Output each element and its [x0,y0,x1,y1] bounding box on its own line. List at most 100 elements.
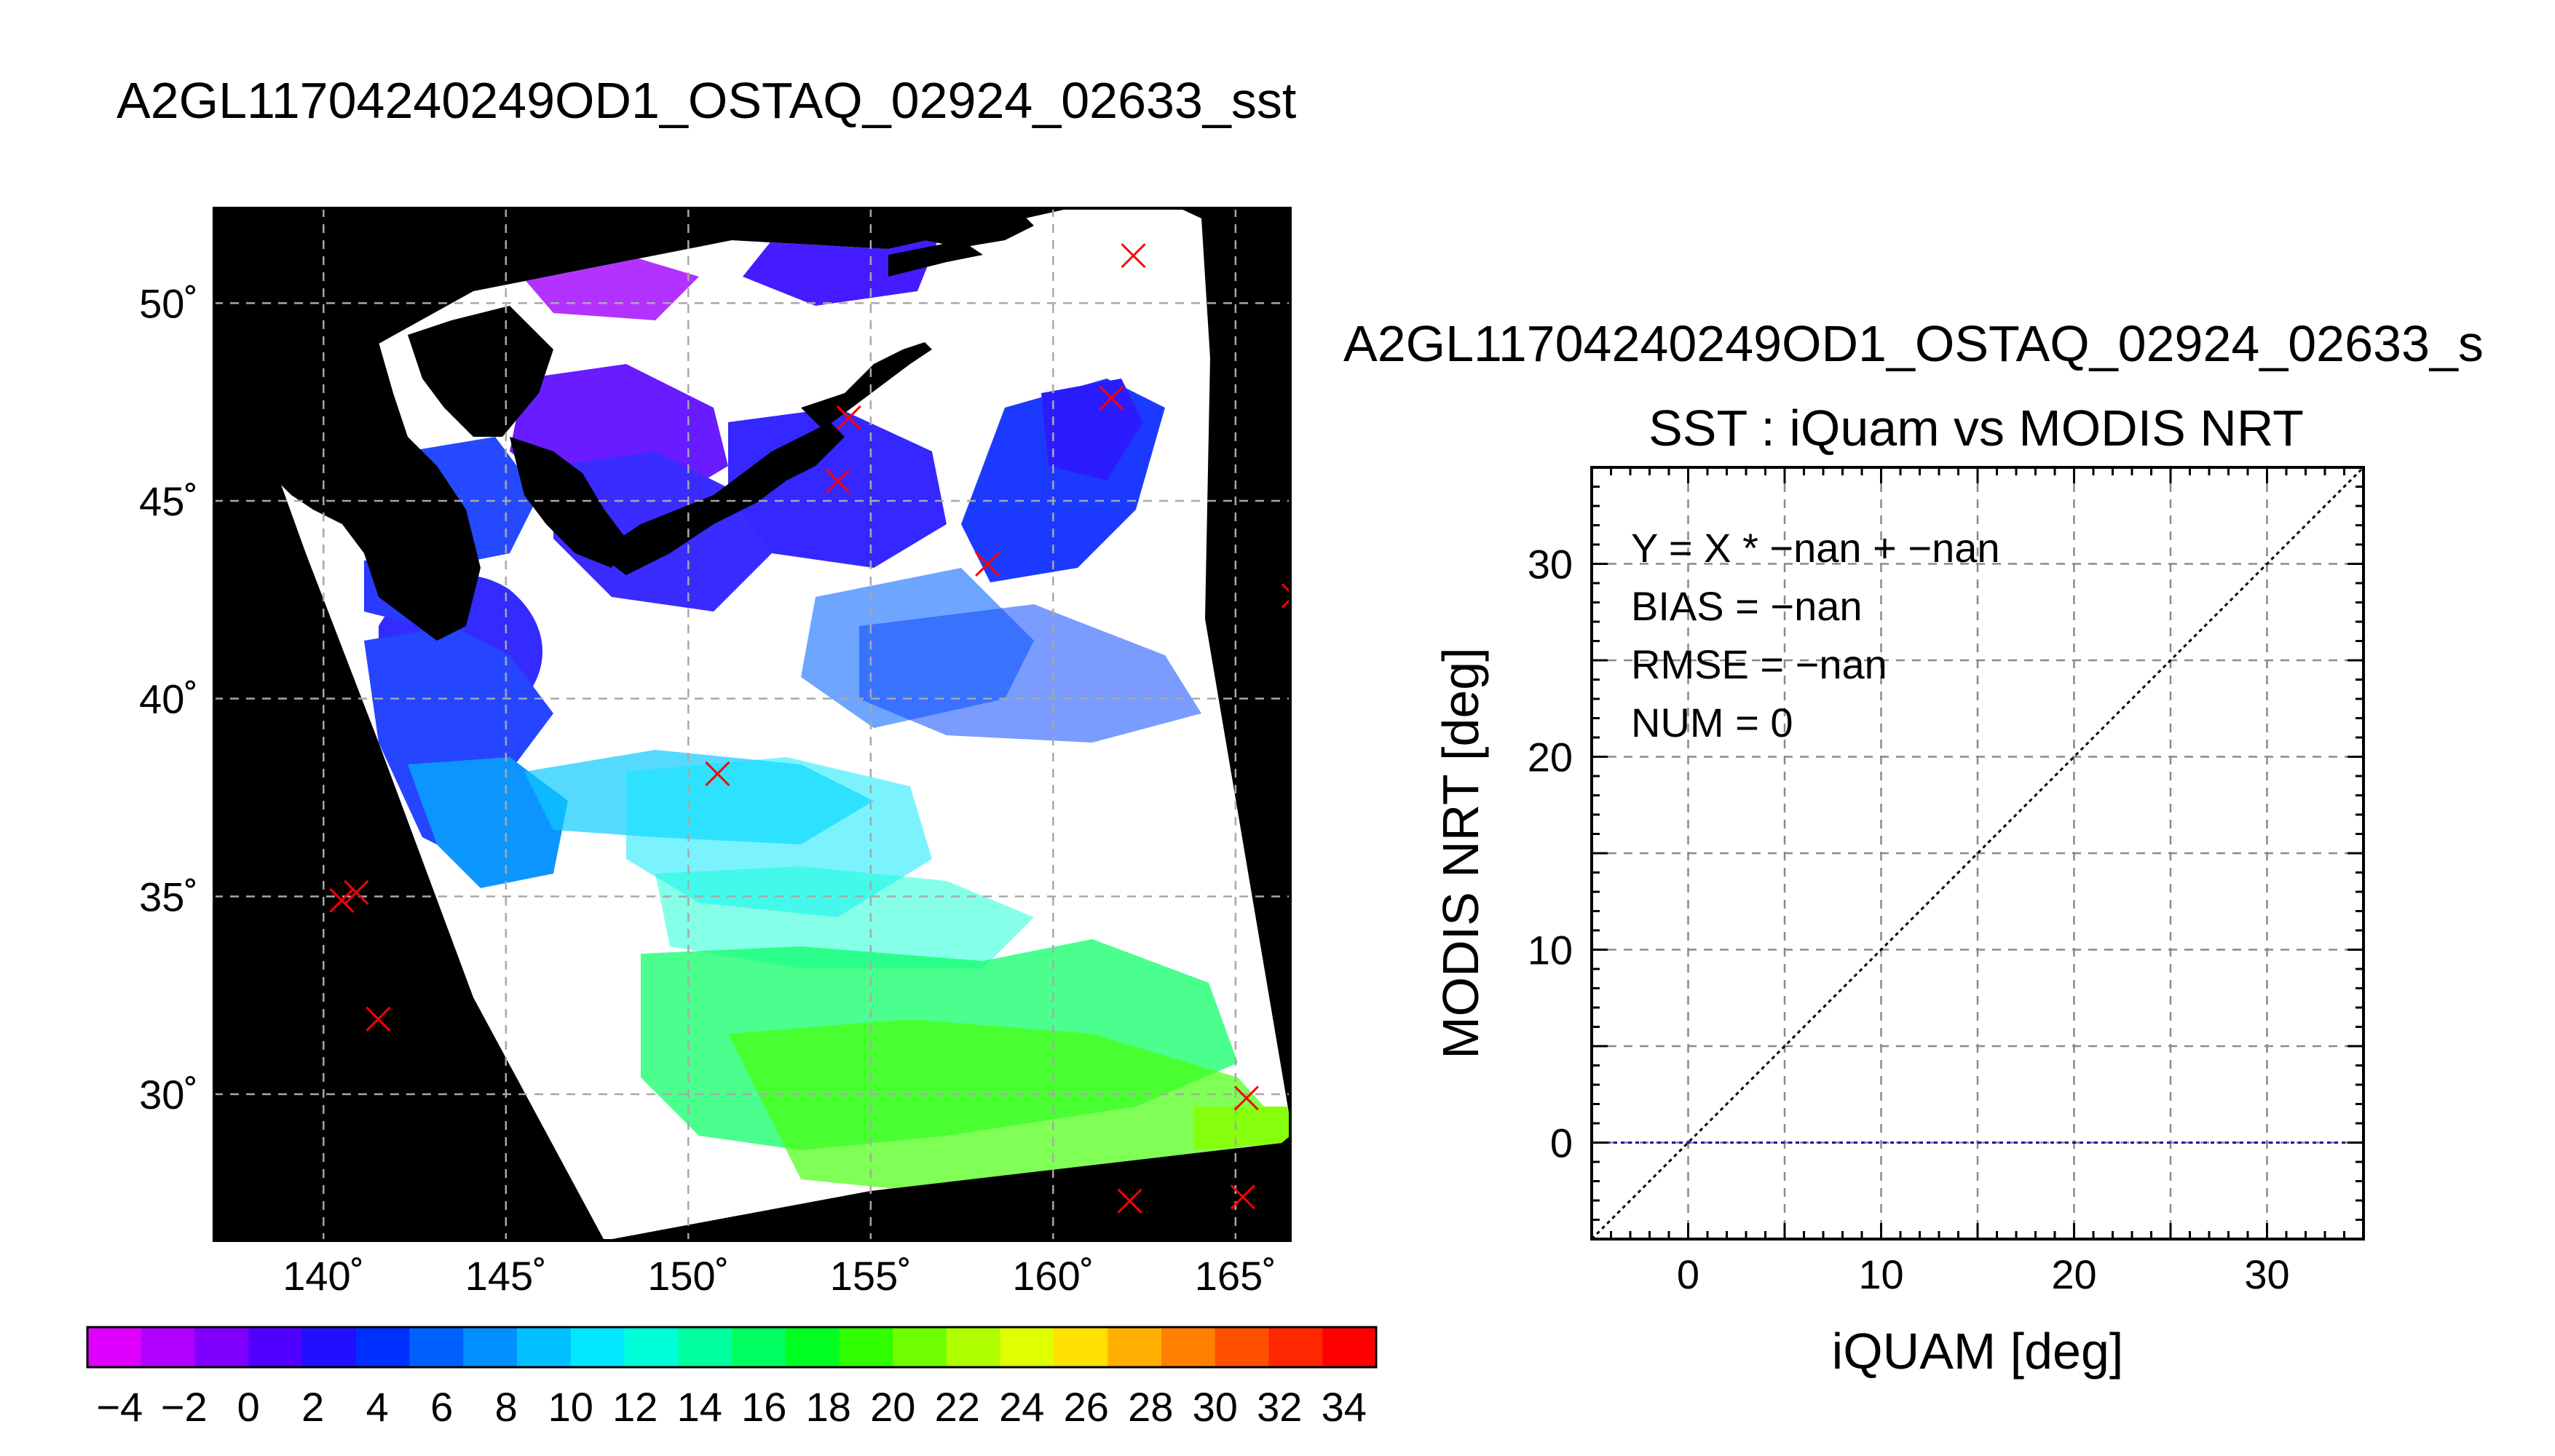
marker-stroke [1121,243,1146,269]
colorbar-cell [1161,1327,1216,1367]
scatter-y-tick-label: 10 [1528,927,1573,973]
scatter-grid [1592,467,2364,1239]
colorbar-tick-label: 14 [677,1384,722,1430]
marker-stroke [366,1006,391,1032]
map-x-tick-label: 145˚ [465,1253,547,1299]
scatter-x-tick-label: 10 [1858,1251,1903,1297]
colorbar-tick-label: 32 [1257,1384,1302,1430]
colorbar-cell [893,1327,947,1367]
colorbar-tick-label: 22 [935,1384,980,1430]
colorbar-tick-label: −2 [161,1384,208,1430]
scatter-y-tick-label: 30 [1528,542,1573,587]
colorbar-tick-label: 2 [301,1384,324,1430]
colorbar-cell [141,1327,195,1367]
colorbar-tick-label: 24 [999,1384,1044,1430]
map-x-tick-labels: 140˚ 145˚ 150˚ 155˚ 160˚ 165˚ [283,1253,1276,1299]
scatter-stat-line: Y = X * −nan + −nan [1631,525,2000,571]
map-x-tick-label: 140˚ [283,1253,364,1299]
marker-stroke [1233,1085,1259,1111]
map-y-tick-label: 50˚ [139,280,198,326]
iquam-marker [1233,1085,1259,1111]
scatter-ticks [1590,466,2365,1241]
scatter-x-tick-label: 20 [2051,1251,2096,1297]
iquam-marker [1117,1188,1142,1214]
scatter-title: SST : iQuam vs MODIS NRT [1648,400,2304,456]
marker-stroke [705,761,730,786]
marker-stroke [825,468,850,494]
colorbar-tick-label: 34 [1322,1384,1367,1430]
colorbar-tick-label: 28 [1128,1384,1173,1430]
colorbar-cell [1107,1327,1162,1367]
colorbar-cell [570,1327,625,1367]
colorbar-cell [839,1327,893,1367]
scatter-y-tick-label: 20 [1528,735,1573,780]
colorbar-tick-label: 30 [1193,1384,1238,1430]
scatter-y-tick-label: 0 [1550,1120,1573,1166]
iquam-marker [344,879,369,905]
colorbar-cell [87,1327,142,1367]
iquam-marker [1230,1184,1255,1210]
colorbar-tick-label: 0 [237,1384,260,1430]
colorbar-cell [732,1327,786,1367]
colorbar-cell [1268,1327,1323,1367]
map-y-tick-labels: 30˚ 35˚ 40˚ 45˚ 50˚ [139,280,198,1117]
colorbar-cell [409,1327,464,1367]
map-x-tick-label: 150˚ [647,1253,729,1299]
colorbar-tick-label: 8 [495,1384,518,1430]
scatter-statistics: Y = X * −nan + −nan BIAS = −nan RMSE = −na… [1631,525,2000,745]
sst-map-panel: 140˚ 145˚ 150˚ 155˚ 160˚ 165˚ 30˚ 35˚ 40˚ 45˚ 50˚ [139,207,1292,1299]
land [261,211,1034,641]
colorbar-tick-label: 6 [430,1384,453,1430]
map-x-tick-label: 155˚ [830,1253,912,1299]
marker-stroke [836,405,861,431]
iquam-marker [1281,583,1290,609]
colorbar-tick-label: 10 [548,1384,593,1430]
marker-stroke [1230,1184,1255,1210]
colorbar-cell [463,1327,518,1367]
colorbar-cell [1322,1327,1377,1367]
map-y-tick-label: 30˚ [139,1072,198,1117]
scatter-y-axis-label: MODIS NRT [deg] [1432,647,1489,1059]
colorbar-cell [678,1327,732,1367]
scatter-y-tick-labels: 0 10 20 30 [1528,542,1573,1166]
map-y-tick-label: 35˚ [139,874,198,919]
scatter-stat-line: BIAS = −nan [1631,583,1863,629]
scatter-x-tick-label: 30 [2244,1251,2289,1297]
iquam-marker [705,761,730,786]
marker-stroke [329,887,355,913]
scatter-filename: A2GL11704240249OD1_OSTAQ_02924_02633_s [1343,315,2484,372]
colorbar-cell [1215,1327,1269,1367]
colorbar-cell [624,1327,679,1367]
colorbar-cell [355,1327,410,1367]
scatter-stat-line: NUM = 0 [1631,700,1793,745]
colorbar-cell [785,1327,840,1367]
colorbar-tick-label: 18 [806,1384,851,1430]
iquam-marker [1099,385,1124,411]
marker-stroke [1099,385,1124,411]
marker-stroke [1117,1188,1142,1214]
colorbar-cell [248,1327,303,1367]
colorbar-cell [1000,1327,1054,1367]
scatter-stat-line: RMSE = −nan [1631,641,1887,687]
marker-stroke [1281,583,1290,594]
colorbar-tick-label: 12 [612,1384,657,1430]
map-y-tick-label: 40˚ [139,676,198,722]
colorbar-frame [86,1326,1378,1369]
marker-stroke [1281,598,1290,609]
sst-colorbar: −4 −2 0 2 4 6 8 10 12 14 16 18 20 22 24 26 28 30 32 34 [86,1326,1378,1430]
colorbar-cell [947,1327,1001,1367]
colorbar-cell [194,1327,249,1367]
colorbar-cell [517,1327,572,1367]
scatter-x-tick-label: 0 [1677,1251,1699,1297]
iquam-marker [366,1006,391,1032]
marker-stroke [344,879,369,905]
iquam-markers [329,243,1290,1214]
map-grid [214,208,1290,1241]
map-y-tick-label: 45˚ [139,478,198,524]
map-frame [213,207,1292,1242]
scatter-panel: SST : iQuam vs MODIS NRT 0 10 20 30 0 10 20 30… [1432,400,2365,1380]
colorbar-tick-label: −4 [96,1384,143,1430]
main-title: A2GL11704240249OD1_OSTAQ_02924_02633_sst [117,72,1297,129]
colorbar-cell [1054,1327,1108,1367]
